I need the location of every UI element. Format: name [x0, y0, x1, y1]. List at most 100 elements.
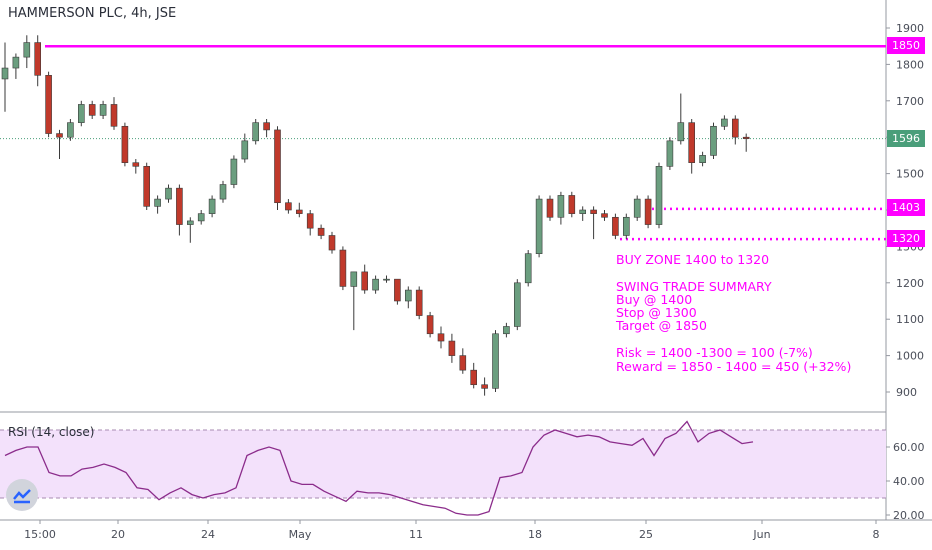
- time-tick-label: 20: [111, 528, 125, 541]
- candle-body: [219, 184, 227, 200]
- candle-body: [601, 213, 608, 218]
- candle-body: [208, 198, 216, 214]
- candle-body: [568, 195, 576, 214]
- candle-body: [612, 216, 619, 236]
- price-tag-last: 1596: [887, 130, 925, 147]
- chart-title: HAMMERSON PLC, 4h, JSE: [8, 6, 177, 21]
- rsi-tick-label: 60.00: [893, 441, 925, 454]
- candle-body: [88, 104, 96, 116]
- candle-body: [415, 289, 423, 316]
- summary-line: Stop @ 1300: [616, 305, 697, 320]
- candle-body: [12, 56, 20, 69]
- candle-body: [165, 187, 172, 200]
- rsi-band: [0, 430, 886, 498]
- time-tick-label: 18: [528, 528, 542, 541]
- price-tag-1403: 1403: [887, 199, 925, 216]
- candle-body: [132, 162, 140, 167]
- candle-body: [710, 125, 717, 156]
- time-tick-label: 8: [873, 528, 880, 541]
- candle-body: [699, 155, 706, 163]
- candle-body: [361, 271, 369, 291]
- candle-body: [459, 355, 467, 371]
- candle-body: [470, 369, 478, 386]
- candle-body: [731, 118, 739, 138]
- candle-body: [176, 187, 183, 225]
- price-tick-label: 1200: [896, 277, 924, 290]
- summary-line: Target @ 1850: [616, 318, 707, 333]
- candle-body: [557, 195, 565, 218]
- rsi-tick-label: 20.00: [893, 509, 925, 522]
- candle-body: [655, 166, 663, 225]
- price-tick-label: 1700: [896, 95, 924, 108]
- candle-body: [350, 271, 358, 287]
- price-tag-1850: 1850: [887, 37, 925, 54]
- candle-body: [295, 209, 303, 214]
- candle-body: [633, 198, 641, 218]
- time-tick-label: 25: [639, 528, 653, 541]
- candle-body: [481, 384, 488, 389]
- candle-body: [252, 122, 259, 142]
- candle-body: [426, 315, 434, 335]
- candle-body: [187, 220, 194, 225]
- candle-body: [306, 213, 314, 229]
- time-tick-label: 15:00: [24, 528, 56, 541]
- candle-body: [372, 278, 379, 291]
- rsi-title: RSI (14, close): [8, 425, 95, 439]
- price-tick-label: 1000: [896, 350, 924, 363]
- candle-body: [263, 122, 270, 131]
- candle-body: [241, 140, 249, 160]
- candle-body: [503, 326, 510, 335]
- rsi-tick-label: 40.00: [893, 475, 925, 488]
- tradingview-logo-icon[interactable]: [6, 479, 38, 511]
- candle-body: [535, 198, 543, 254]
- candle-body: [742, 136, 750, 139]
- price-tag-1320: 1320: [887, 230, 925, 247]
- candle-body: [339, 249, 347, 287]
- candle-body: [437, 333, 445, 342]
- candle-body: [121, 125, 129, 163]
- time-tick-label: 11: [409, 528, 423, 541]
- candle-body: [721, 118, 728, 127]
- candle-body: [154, 198, 161, 207]
- time-tick-label: 24: [201, 528, 215, 541]
- candle-body: [67, 122, 74, 138]
- candle-body: [110, 104, 118, 127]
- candle-body: [78, 104, 85, 123]
- candle-body: [383, 278, 390, 281]
- candle-body: [688, 122, 696, 163]
- summary-line: SWING TRADE SUMMARY: [616, 279, 772, 294]
- candle-body: [23, 42, 31, 58]
- candle-body: [197, 213, 205, 222]
- time-tick-label: May: [289, 528, 312, 541]
- candle-body: [56, 133, 63, 138]
- summary-line: Buy @ 1400: [616, 292, 693, 307]
- candle-body: [404, 289, 412, 302]
- candle-body: [492, 333, 499, 389]
- candle-body: [622, 216, 630, 236]
- buy-zone-note: BUY ZONE 1400 to 1320: [616, 252, 770, 267]
- rsi-line: [4, 420, 754, 516]
- candle-body: [579, 209, 587, 214]
- candle-body: [448, 340, 456, 356]
- price-tick-label: 900: [896, 386, 917, 399]
- candle-body: [317, 227, 325, 236]
- candle-body: [45, 75, 52, 134]
- candle-body: [677, 122, 685, 142]
- summary-line: Reward = 1850 - 1400 = 450 (+32%): [616, 359, 852, 374]
- price-tick-label: 1900: [896, 22, 924, 35]
- summary-line: Risk = 1400 -1300 = 100 (-7%): [616, 345, 813, 360]
- price-tick-label: 1100: [896, 313, 924, 326]
- candle-body: [590, 209, 597, 214]
- candle-body: [524, 253, 532, 284]
- candle-body: [644, 198, 652, 225]
- candle-body: [143, 166, 150, 207]
- candle-body: [328, 235, 336, 251]
- candle-body: [285, 202, 292, 211]
- candle-body: [513, 282, 521, 327]
- candle-body: [1, 67, 9, 80]
- candle-body: [34, 42, 42, 76]
- price-tick-label: 1500: [896, 168, 924, 181]
- price-tick-label: 1800: [896, 58, 924, 71]
- candle-body: [666, 140, 674, 167]
